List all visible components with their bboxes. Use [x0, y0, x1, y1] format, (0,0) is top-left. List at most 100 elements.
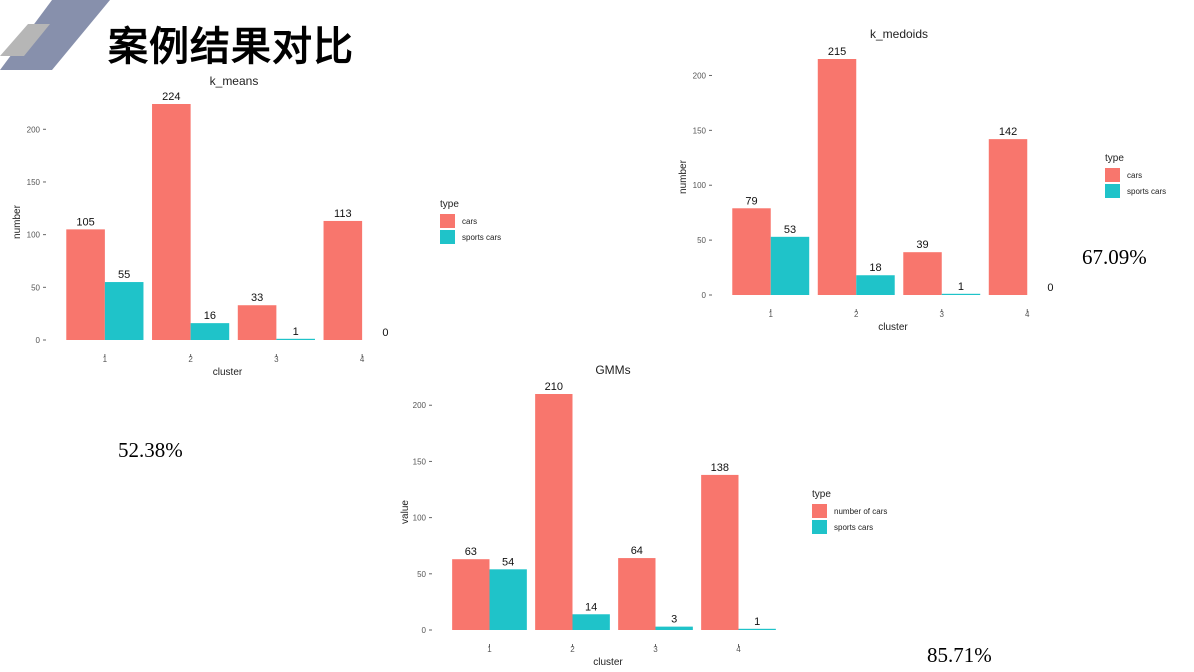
- legend-label: cars: [462, 217, 477, 226]
- data-label: 63: [465, 546, 477, 558]
- data-label: 64: [631, 545, 643, 557]
- data-label: 3: [671, 614, 677, 626]
- data-label: 1: [958, 281, 964, 293]
- bar-series-1: [237, 305, 277, 340]
- chart-k-medoids: k_medoids 0 50 100 150 200 number 1 79 53 2 215 18 3 3…: [678, 27, 1166, 333]
- legend-title: type: [812, 489, 831, 500]
- data-label: 79: [745, 195, 757, 207]
- legend-swatch: [812, 520, 827, 534]
- bar-series-2: [104, 282, 144, 340]
- bar-series-1: [618, 558, 656, 630]
- data-label: 54: [502, 556, 514, 568]
- y-tick-label: 0: [702, 291, 707, 300]
- bar-series-1: [66, 229, 105, 340]
- accuracy-kmedoids: 67.09%: [1082, 245, 1147, 269]
- data-label: 55: [118, 269, 130, 281]
- x-tick-label: 3: [653, 645, 658, 654]
- bar-series-1: [988, 139, 1028, 295]
- x-axis-label: cluster: [213, 367, 243, 378]
- legend-title: type: [1105, 153, 1124, 164]
- y-tick-label: 150: [27, 178, 41, 187]
- data-label: 105: [76, 216, 94, 228]
- legend-label: cars: [1127, 171, 1142, 180]
- data-label: 215: [828, 46, 846, 58]
- bar-series-1: [535, 394, 573, 630]
- x-tick-label: 4: [736, 645, 741, 654]
- y-tick-label: 100: [27, 231, 41, 240]
- data-label: 224: [162, 91, 180, 103]
- bar-series-1: [152, 104, 191, 340]
- bar-series-1: [701, 474, 739, 630]
- chart-k-means: k_means050100150200number110555222416333…: [12, 74, 501, 378]
- legend-swatch: [812, 504, 827, 518]
- legend-swatch: [440, 214, 455, 228]
- legend-swatch: [440, 230, 455, 244]
- legend-title: type: [440, 199, 459, 210]
- page-title: 案例结果对比: [108, 24, 354, 70]
- corner-decoration: [0, 0, 110, 70]
- legend-label: sports cars: [462, 233, 501, 242]
- bar-series-2: [655, 626, 693, 630]
- x-tick-label: 2: [188, 355, 193, 364]
- data-label: 18: [869, 262, 881, 274]
- bar-series-2: [738, 628, 776, 630]
- legend-swatch: [1105, 168, 1120, 182]
- decoration-grey-stripe: [0, 24, 50, 56]
- data-label: 138: [711, 462, 729, 474]
- y-tick-label: 150: [693, 126, 707, 135]
- x-axis-label: cluster: [878, 322, 908, 333]
- bar-series-2: [770, 236, 810, 295]
- y-tick-label: 100: [693, 181, 707, 190]
- data-label: 142: [999, 126, 1017, 138]
- bar-series-1: [323, 220, 363, 340]
- data-label: 33: [251, 292, 263, 304]
- data-label: 14: [585, 601, 597, 613]
- y-tick-label: 100: [413, 514, 427, 523]
- y-tick-label: 50: [31, 283, 40, 292]
- y-axis-label: number: [12, 204, 23, 239]
- x-tick-label: 1: [103, 355, 108, 364]
- x-tick-label: 1: [487, 645, 492, 654]
- data-label: 39: [916, 239, 928, 251]
- legend-label: sports cars: [834, 523, 873, 532]
- y-tick-label: 0: [36, 336, 41, 345]
- bar-series-2: [276, 338, 315, 340]
- chart-title: GMMs: [595, 363, 630, 377]
- data-label: 1: [754, 616, 760, 628]
- data-label: 210: [545, 381, 563, 393]
- bar-series-2: [489, 569, 527, 630]
- y-tick-label: 50: [697, 236, 706, 245]
- x-tick-label: 1: [769, 310, 774, 319]
- decoration-blue-stripe: [0, 0, 110, 70]
- y-tick-label: 200: [693, 71, 707, 80]
- bar-series-1: [903, 252, 942, 295]
- data-label: 0: [1047, 282, 1053, 294]
- accuracy-kmeans: 52.38%: [118, 438, 183, 462]
- y-tick-label: 200: [413, 401, 427, 410]
- y-axis-label: value: [400, 500, 411, 524]
- x-tick-label: 3: [274, 355, 279, 364]
- y-tick-label: 50: [417, 570, 426, 579]
- x-axis-label: cluster: [593, 657, 623, 668]
- chart-title: k_means: [210, 74, 259, 88]
- y-tick-label: 200: [27, 125, 41, 134]
- bar-series-2: [941, 293, 981, 295]
- x-tick-label: 2: [854, 310, 859, 319]
- data-label: 1: [293, 326, 299, 338]
- accuracy-gmms: 85.71%: [927, 643, 992, 667]
- legend-label: number of cars: [834, 507, 887, 516]
- data-label: 113: [334, 208, 352, 220]
- chart-gmms: GMMs 0 50 100 150 200 value 1 63 54 2 210 14 3 64 3 4 138…: [400, 363, 887, 668]
- legend-swatch: [1105, 184, 1120, 198]
- x-tick-label: 4: [360, 355, 365, 364]
- bar-series-1: [732, 208, 771, 295]
- bar-series-2: [856, 275, 895, 295]
- x-tick-label: 2: [570, 645, 575, 654]
- legend-label: sports cars: [1127, 187, 1166, 196]
- chart-title: k_medoids: [870, 27, 928, 41]
- x-tick-label: 3: [940, 310, 945, 319]
- data-label: 16: [204, 310, 216, 322]
- y-tick-label: 0: [422, 626, 427, 635]
- y-tick-label: 150: [413, 457, 427, 466]
- x-tick-label: 4: [1025, 310, 1030, 319]
